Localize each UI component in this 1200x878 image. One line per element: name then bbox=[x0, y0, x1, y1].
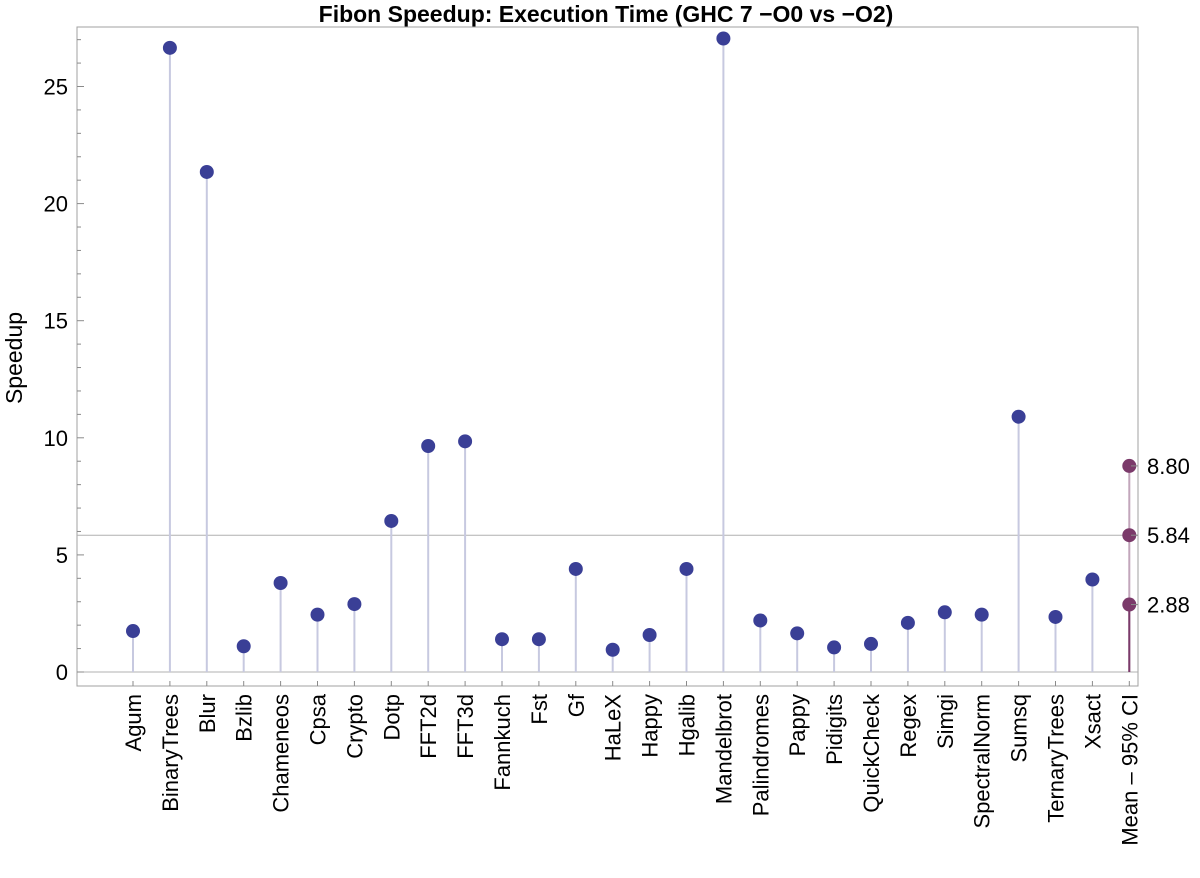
y-tick-label: 0 bbox=[56, 660, 68, 685]
data-point bbox=[495, 632, 509, 647]
x-tick-label: Fst bbox=[527, 694, 552, 725]
data-point bbox=[679, 561, 694, 576]
ci-value-label: 5.84 bbox=[1147, 523, 1190, 548]
data-point bbox=[273, 576, 288, 591]
x-tick-label: Regex bbox=[896, 694, 921, 758]
data-point bbox=[790, 626, 805, 641]
ci-upper-point bbox=[1122, 458, 1137, 473]
x-tick-label: Cpsa bbox=[306, 693, 331, 745]
data-point bbox=[605, 642, 620, 657]
x-tick-label: QuickCheck bbox=[859, 693, 884, 813]
data-point bbox=[716, 31, 731, 46]
data-point bbox=[1048, 609, 1063, 624]
data-point bbox=[937, 605, 952, 620]
data-point bbox=[199, 164, 214, 179]
data-point bbox=[421, 438, 436, 453]
x-tick-label: Simgi bbox=[933, 694, 958, 749]
x-tick-label: Chameneos bbox=[269, 694, 294, 813]
x-tick-label: Mandelbrot bbox=[711, 694, 736, 804]
data-point bbox=[642, 627, 657, 642]
x-tick-label: HaLeX bbox=[601, 694, 626, 762]
x-tick-label: Hgalib bbox=[675, 694, 700, 756]
data-point bbox=[126, 624, 140, 639]
x-tick-label: Palindromes bbox=[748, 694, 773, 816]
data-point bbox=[900, 615, 915, 630]
x-tick-label: SpectralNorm bbox=[970, 694, 995, 828]
y-tick-label: 5 bbox=[56, 543, 68, 568]
x-tick-label: Bzlib bbox=[232, 694, 257, 742]
x-axis-ticks: Agum BinaryTrees Blur Bzlib Chameneos Cpsa Cry… bbox=[121, 681, 1142, 846]
x-tick-label: Pappy bbox=[785, 694, 810, 756]
data-point bbox=[1011, 409, 1026, 424]
ci-lower-point bbox=[1122, 597, 1137, 612]
data-point bbox=[531, 632, 546, 647]
y-tick-label: 20 bbox=[44, 192, 68, 217]
x-tick-label: Gf bbox=[564, 693, 589, 717]
x-tick-label: Crypto bbox=[342, 694, 367, 759]
x-tick-label: Mean – 95% CI bbox=[1117, 694, 1142, 846]
x-tick-label: Xsact bbox=[1080, 694, 1105, 749]
x-tick-label: Happy bbox=[638, 694, 663, 758]
data-point bbox=[236, 639, 251, 654]
x-tick-label: Dotp bbox=[379, 694, 404, 740]
data-point bbox=[864, 636, 878, 651]
data-point bbox=[310, 607, 325, 622]
data-point bbox=[753, 613, 768, 628]
y-axis-label: Speedup bbox=[1, 312, 27, 404]
y-tick-label: 10 bbox=[44, 426, 68, 451]
x-tick-label: Sumsq bbox=[1007, 694, 1032, 762]
stems bbox=[132, 38, 1094, 672]
chart-title: Fibon Speedup: Execution Time (GHC 7 −O0… bbox=[319, 1, 894, 27]
mean-point bbox=[1122, 528, 1137, 543]
y-tick-label: 15 bbox=[44, 309, 68, 334]
data-point bbox=[974, 607, 989, 622]
data-point bbox=[458, 434, 473, 449]
x-tick-label: Agum bbox=[121, 694, 146, 751]
ci-value-label: 8.80 bbox=[1147, 454, 1190, 479]
x-tick-label: FFT2d bbox=[416, 694, 441, 759]
x-tick-label: FFT3d bbox=[453, 694, 478, 759]
x-tick-label: Fannkuch bbox=[490, 694, 515, 791]
x-tick-label: Pidigits bbox=[822, 694, 847, 765]
x-tick-label: BinaryTrees bbox=[158, 694, 183, 812]
plot-frame bbox=[76, 26, 1139, 687]
data-point bbox=[1085, 572, 1100, 587]
data-point bbox=[162, 40, 177, 55]
data-point bbox=[568, 561, 583, 576]
x-tick-label: TernaryTrees bbox=[1044, 694, 1069, 823]
data-points bbox=[126, 31, 1100, 657]
mean-ci-markers: 8.80 5.84 2.88 bbox=[1122, 454, 1190, 672]
data-point bbox=[347, 597, 362, 612]
data-point bbox=[827, 640, 842, 655]
y-tick-label: 25 bbox=[44, 75, 68, 100]
y-axis-ticks: 0 5 10 15 20 25 bbox=[44, 39, 84, 685]
data-point bbox=[384, 513, 399, 528]
x-tick-label: Blur bbox=[195, 694, 220, 733]
ci-value-label: 2.88 bbox=[1147, 593, 1190, 618]
